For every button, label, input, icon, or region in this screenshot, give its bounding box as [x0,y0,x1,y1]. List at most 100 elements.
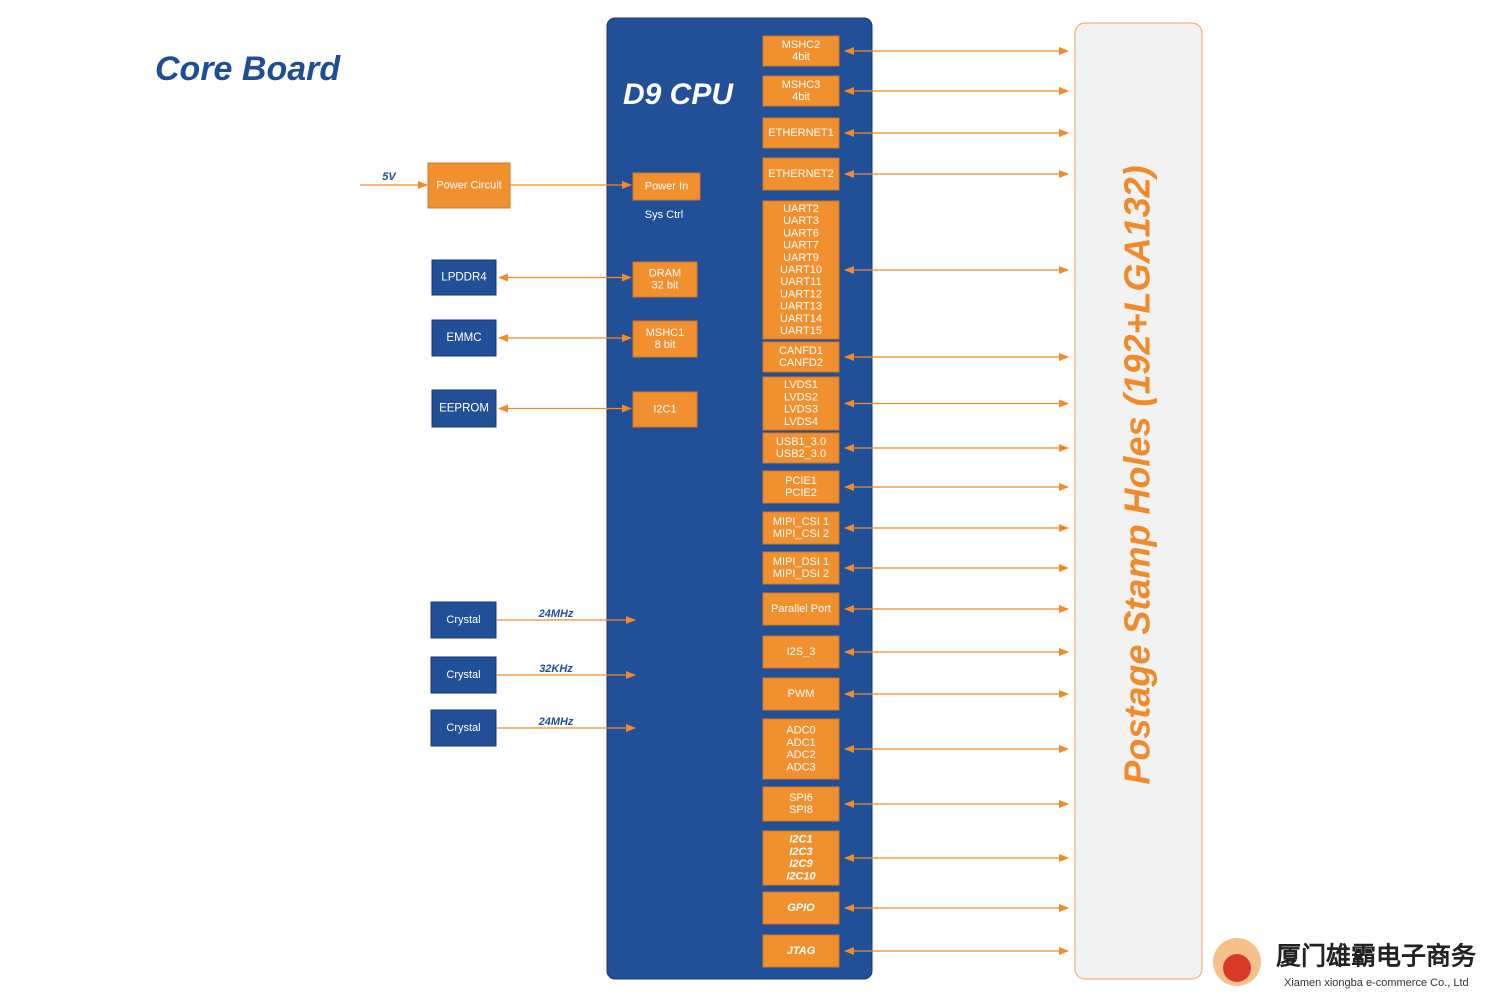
interface-line: I2C10 [786,870,816,882]
interface-line: I2C3 [789,846,812,858]
interface-line: PCIE1 [785,475,817,487]
crystal-label: Crystal [446,614,480,626]
interface [762,341,840,373]
memory-port-label: MSHC1 8 bit [646,327,685,351]
connector-label: Postage Stamp Holes (192+LGA132) [1117,165,1158,784]
interface [762,934,840,968]
crystal-line: Crystal [446,614,480,626]
crystal-freq: 32KHz [539,663,573,675]
interface-line: LVDS4 [784,416,818,428]
watermark-english: Xiamen xiongba e-commerce Co., Ltd [1284,977,1469,989]
interface [762,677,840,711]
interface-line: ADC3 [786,761,815,773]
interface-line: JTAG [787,945,816,957]
interface-label: Parallel Port [771,603,831,615]
power-input: 5V [382,171,397,183]
interface-line: UART13 [780,301,822,313]
memory-port-line: 8 bit [655,339,676,351]
memory-device-label: EMMC [446,332,481,344]
interface [762,35,840,67]
interface-line: MIPI_DSI 2 [773,568,829,580]
interface [762,635,840,669]
connector-block [1074,22,1203,980]
interface-label: ETHERNET2 [768,168,833,180]
crystal [430,601,497,639]
cpu-label: D9 CPU [623,78,734,111]
interface-line: ETHERNET1 [768,127,833,139]
memory-port-line: DRAM [649,267,681,279]
interface-line: UART14 [780,313,822,325]
interface-line: USB2_3.0 [776,448,826,460]
memory-device-line: LPDDR4 [441,272,487,284]
interface-line: LVDS3 [784,404,818,416]
interface-label: I2S_3 [787,646,816,658]
interface-line: I2C1 [789,834,812,846]
crystal [430,656,497,694]
crystal-line: Crystal [446,669,480,681]
interface-line: ADC0 [786,725,815,737]
power-in-line: Power In [645,180,688,192]
interface-label: UART2 UART3 UART6 UART7 UART9 UART10 UART11 UAR… [780,203,822,337]
interface-line: MSHC2 [782,39,821,51]
interface-label: I2C1 I2C3 I2C9 I2C10 [786,834,816,883]
memory-device-label: LPDDR4 [441,272,487,284]
logo [1213,938,1261,986]
interface [762,551,840,585]
crystal-line: Crystal [446,722,480,734]
interface [762,786,840,822]
interface [762,718,840,780]
interface-line: ETHERNET2 [768,168,833,180]
interface-line: CANFD2 [779,357,823,369]
interface [762,75,840,107]
interface-label: USB1_3.0 USB2_3.0 [776,436,826,460]
memory-port [632,391,698,428]
interface-line: SPI8 [789,804,813,816]
interface-line: MIPI_DSI 1 [773,556,829,568]
interface-line: UART10 [780,264,822,276]
interface-label: CANFD1 CANFD2 [779,345,823,369]
interface [762,157,840,191]
interface-label: MIPI_CSI 1 MIPI_CSI 2 [773,516,829,540]
interface-label: ETHERNET1 [768,127,833,139]
interface [762,592,840,626]
interface-line: MIPI_CSI 1 [773,516,829,528]
interface-line: UART11 [780,276,821,288]
memory-device-label: EEPROM [439,403,489,415]
crystal-label: Crystal [446,669,480,681]
interface [762,830,840,886]
sys-ctrl: Sys Ctrl [645,209,684,221]
interface-line: 4bit [792,91,810,103]
interface-line: UART3 [783,215,819,227]
memory-port-label: DRAM 32 bit [649,267,681,291]
interface-label: GPIO [787,902,815,914]
memory-port [632,320,698,358]
interface-line: UART6 [783,227,819,239]
interface-line: CANFD1 [779,345,823,357]
interface [762,200,840,340]
crystal-freq: 24MHz [538,716,574,728]
interface-line: USB1_3.0 [776,436,826,448]
interface [762,376,840,431]
interface-line: PCIE2 [785,487,817,499]
interface-line: LVDS2 [784,391,818,403]
crystal-label: Crystal [446,722,480,734]
interface-label: ADC0 ADC1 ADC2 ADC3 [786,725,815,774]
interface-line: GPIO [787,902,815,914]
memory-port-line: 32 bit [652,280,679,292]
interface-label: MSHC2 4bit [782,39,821,63]
interface-line: I2C9 [789,858,813,870]
memory-port-line: MSHC1 [646,327,685,339]
interface-line: MSHC3 [782,79,821,91]
interface-line: UART7 [783,240,819,252]
interface-line: UART15 [780,325,822,337]
interface-line: UART12 [780,288,822,300]
interface [762,470,840,504]
power-in [632,172,701,201]
memory-device [431,259,497,296]
interface-line: UART2 [783,203,819,215]
power-circuit [427,162,511,209]
memory-port [632,261,698,298]
crystal-freq: 24MHz [538,608,574,620]
title: Core Board [155,50,341,88]
